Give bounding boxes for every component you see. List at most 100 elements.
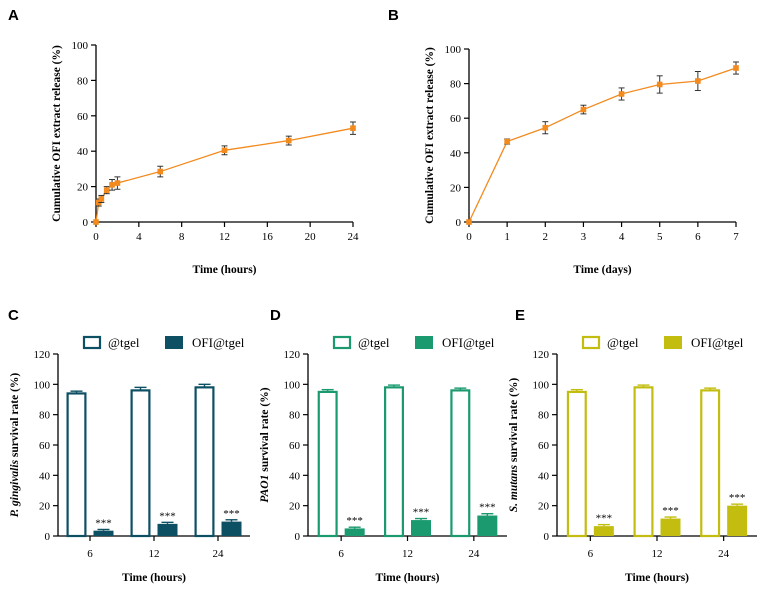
chart-e: 0 20 40 60 80 100 120 6 *** 12 *** 24 *** @tgel OFI@tg… [508,335,757,584]
bar-filled [411,520,431,536]
x-tick-label: 7 [733,231,739,243]
y-tick-label: 80 [77,75,89,87]
y-tick-label: 20 [289,501,301,513]
legend-swatch-open [332,335,352,350]
bar-filled [157,523,178,536]
x-tick-label: 8 [179,231,185,243]
legend-swatch-filled [664,336,682,349]
y-tick-label: 0 [45,531,51,543]
y-tick-label: 60 [450,113,462,125]
significance-annotation: *** [662,505,679,517]
bar-filled [477,515,498,536]
y-axis-label: Cumulative OFI extract release (%) [51,45,63,222]
x-axis-label: Time (days) [573,264,631,276]
bar-open [317,390,338,538]
y-tick-label: 40 [538,470,550,482]
y-axis-label-rest: survival rate (%) [508,378,520,465]
bar-filled [93,530,114,536]
y-tick-label: 40 [39,470,51,482]
x-axis-label: Time (hours) [625,572,689,584]
panel-letter-c: C [8,307,19,324]
x-tick-label: 5 [657,231,663,243]
y-tick-label: 80 [39,410,51,422]
data-point [285,137,292,144]
data-point [98,196,105,202]
x-tick-label: 12 [219,231,230,243]
bar-filled [727,505,748,536]
category-label: 12 [402,548,413,560]
data-point [580,106,587,113]
bar-filled [660,518,681,536]
significance-annotation: *** [346,515,363,527]
y-tick-label: 60 [289,440,301,452]
x-tick-label: 4 [619,231,625,243]
panel-letter-b: B [388,7,399,24]
y-axis-label-organism: P. gingivalis [9,459,21,517]
significance-annotation: *** [95,517,112,529]
y-tick-label: 100 [284,379,301,391]
y-tick-label: 40 [289,470,301,482]
legend-label: OFI@tgel [691,335,744,350]
y-tick-label: 20 [77,182,89,194]
x-axis-label: Time (hours) [376,572,440,584]
y-tick-label: 80 [538,410,550,422]
bar-filled [221,521,242,536]
x-axis-label: Time (hours) [122,572,186,584]
data-point [733,65,739,71]
category-label: 24 [213,548,225,560]
y-tick-label: 100 [34,379,51,391]
data-point [157,168,164,175]
y-axis-label: PAO1 survival rate (%) [259,387,271,502]
category-label: 6 [87,548,93,560]
y-axis-label-organism: S. mutans [508,464,520,512]
significance-annotation: *** [479,502,496,514]
data-point [109,182,115,188]
data-point [93,219,99,225]
y-tick-label: 60 [538,440,550,452]
category-label: 6 [338,548,344,560]
bar-open [130,389,151,538]
bar-open [566,390,587,538]
category-label: 24 [468,548,480,560]
legend-label: @tgel [358,335,390,350]
data-point [542,124,549,131]
significance-annotation: *** [159,510,176,522]
significance-annotation: *** [729,492,746,504]
bar-open [633,386,654,538]
data-point [114,180,121,186]
bar-filled [344,528,365,536]
data-point [618,91,625,97]
data-point [656,81,663,88]
data-point [221,147,228,154]
x-tick-label: 6 [695,231,701,243]
x-tick-label: 20 [305,231,317,243]
data-point [504,138,510,145]
x-tick-label: 16 [262,231,274,243]
x-axis-label: Time (hours) [193,264,257,276]
legend-swatch-open [581,335,601,350]
data-point [103,187,110,193]
legend-label: OFI@tgel [442,335,495,350]
y-tick-label: 100 [445,44,462,56]
y-tick-label: 40 [450,148,462,160]
legend-label: @tgel [108,335,140,350]
data-point [695,78,701,84]
y-tick-label: 20 [538,501,550,513]
y-tick-label: 120 [34,349,51,361]
x-tick-label: 1 [504,231,510,243]
y-axis-label: P. gingivalis survival rate (%) [9,373,21,518]
y-tick-label: 100 [72,40,89,52]
y-axis-label-rest: survival rate (%) [259,387,271,474]
chart-c: 0 20 40 60 80 100 120 6 *** 12 *** 24 *** @tgel OFI@tg… [9,335,250,584]
y-tick-label: 40 [77,146,89,158]
significance-annotation: *** [596,513,613,525]
y-tick-label: 0 [83,217,89,229]
y-axis-label: S. mutans survival rate (%) [508,378,520,513]
category-label: 12 [149,548,160,560]
panel-letter-a: A [8,7,19,24]
panel-letter-e: E [515,307,525,324]
bar-open [450,389,471,538]
y-axis-label-organism: PAO1 [259,475,271,503]
x-tick-label: 4 [136,231,142,243]
